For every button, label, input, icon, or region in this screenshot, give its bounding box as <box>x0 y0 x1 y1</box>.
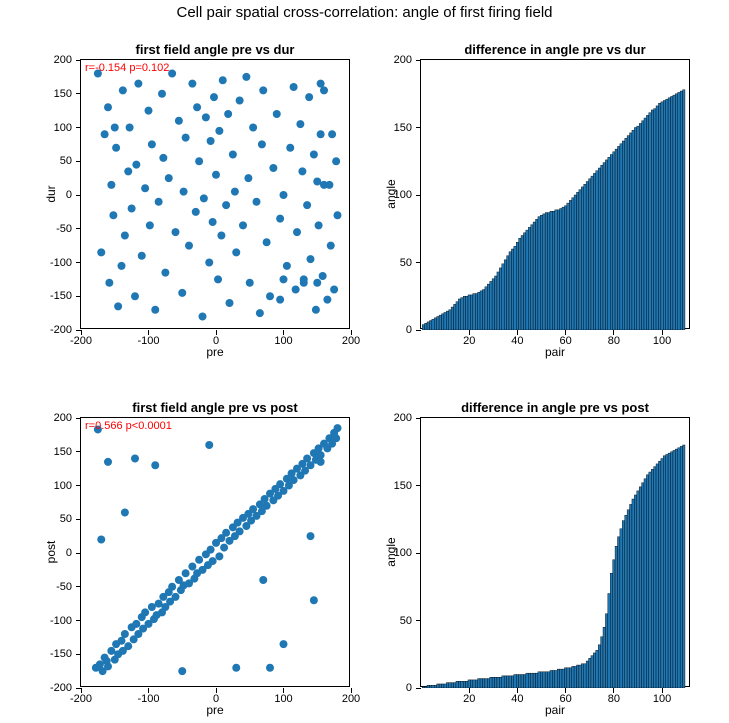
y-tick-label: 100 <box>32 122 72 134</box>
y-axis-label: post <box>44 532 58 572</box>
x-tick-label: 40 <box>511 693 523 705</box>
panel-scatter-pre-post: first field angle pre vs post r=0.566 p<… <box>80 400 350 717</box>
axes-title: first field angle pre vs dur <box>80 42 350 57</box>
y-tick-label: -100 <box>32 615 72 627</box>
panel-scatter-pre-dur: first field angle pre vs dur r=-0.154 p=… <box>80 42 350 359</box>
figure-title: Cell pair spatial cross-correlation: ang… <box>0 4 729 21</box>
axes-title: difference in angle pre vs post <box>420 400 690 415</box>
y-tick-label: -150 <box>32 290 72 302</box>
x-tick-label: -100 <box>137 335 159 347</box>
y-tick-label: 150 <box>372 122 412 134</box>
y-tick-label: -100 <box>32 257 72 269</box>
plot-area: 20406080100050100150200angle <box>420 417 690 687</box>
x-axis-label: pair <box>420 345 690 359</box>
y-tick-label: 150 <box>32 88 72 100</box>
axes-title: difference in angle pre vs dur <box>420 42 690 57</box>
y-tick-label: 50 <box>32 155 72 167</box>
x-tick-label: -200 <box>70 693 92 705</box>
x-tick-label: 100 <box>653 693 671 705</box>
bar-svg <box>421 418 691 688</box>
y-tick-label: -150 <box>32 648 72 660</box>
y-tick-label: 200 <box>32 54 72 66</box>
x-tick-label: 60 <box>560 335 572 347</box>
y-tick-label: 50 <box>372 257 412 269</box>
plot-area: r=0.566 p<0.0001 -200-1000100200-200-150… <box>80 417 350 687</box>
x-tick-label: 20 <box>463 335 475 347</box>
x-tick-label: 40 <box>511 335 523 347</box>
y-tick-label: 150 <box>372 480 412 492</box>
scatter-svg <box>81 60 351 330</box>
y-tick-label: 0 <box>372 324 412 336</box>
y-tick-label: 200 <box>372 54 412 66</box>
axes-title: first field angle pre vs post <box>80 400 350 415</box>
x-tick-label: 80 <box>608 693 620 705</box>
y-tick-label: -200 <box>32 682 72 694</box>
x-tick-label: 100 <box>274 693 292 705</box>
panel-bar-pre-post: difference in angle pre vs post 20406080… <box>420 400 690 717</box>
x-axis-label: pre <box>80 703 350 717</box>
x-tick-label: 20 <box>463 693 475 705</box>
y-axis-label: angle <box>384 532 398 572</box>
y-axis-label: angle <box>384 174 398 214</box>
x-tick-label: 80 <box>608 335 620 347</box>
panel-bar-pre-dur: difference in angle pre vs dur 204060801… <box>420 42 690 359</box>
x-tick-label: -200 <box>70 335 92 347</box>
figure: Cell pair spatial cross-correlation: ang… <box>0 0 729 723</box>
y-tick-label: -200 <box>32 324 72 336</box>
x-tick-label: 0 <box>213 693 219 705</box>
bar-svg <box>421 60 691 330</box>
y-tick-label: 150 <box>32 446 72 458</box>
x-tick-label: 100 <box>653 335 671 347</box>
y-tick-label: -50 <box>32 581 72 593</box>
plot-area: r=-0.154 p=0.102 -200-1000100200-200-150… <box>80 59 350 329</box>
y-tick-label: 100 <box>32 480 72 492</box>
x-tick-label: 200 <box>342 693 360 705</box>
correlation-annotation: r=0.566 p<0.0001 <box>85 420 172 432</box>
y-tick-label: -50 <box>32 223 72 235</box>
x-tick-label: 200 <box>342 335 360 347</box>
x-axis-label: pair <box>420 703 690 717</box>
x-tick-label: -100 <box>137 693 159 705</box>
x-tick-label: 60 <box>560 693 572 705</box>
scatter-svg <box>81 418 351 688</box>
y-axis-label: dur <box>44 174 58 214</box>
y-tick-label: 0 <box>372 682 412 694</box>
y-tick-label: 200 <box>372 412 412 424</box>
x-axis-label: pre <box>80 345 350 359</box>
y-tick-label: 50 <box>32 513 72 525</box>
x-tick-label: 100 <box>274 335 292 347</box>
correlation-annotation: r=-0.154 p=0.102 <box>85 62 169 74</box>
x-tick-label: 0 <box>213 335 219 347</box>
y-tick-label: 50 <box>372 615 412 627</box>
plot-area: 20406080100050100150200angle <box>420 59 690 329</box>
y-tick-label: 200 <box>32 412 72 424</box>
